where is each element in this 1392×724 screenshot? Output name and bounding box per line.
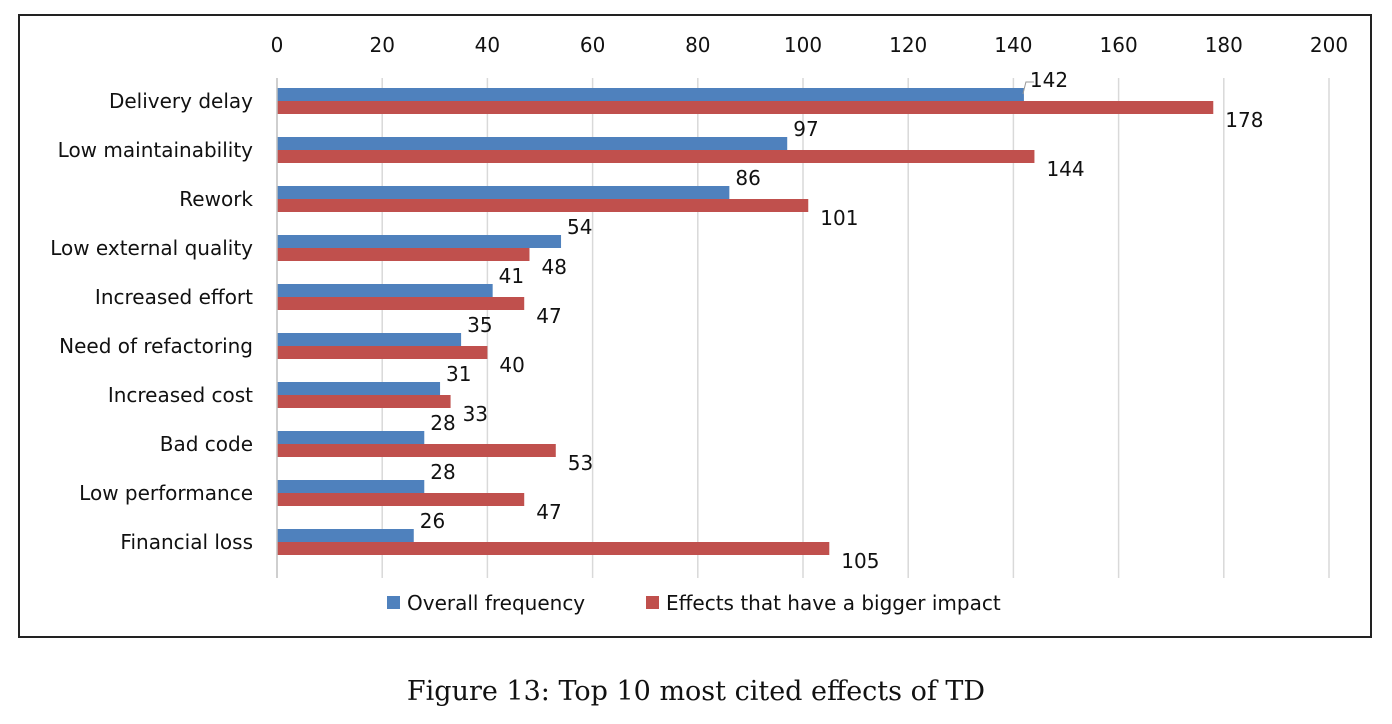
bar-overall-frequency xyxy=(277,431,425,444)
x-tick-label: 140 xyxy=(994,33,1032,57)
data-label-bigger-impact: 47 xyxy=(536,500,561,524)
x-tick-label: 0 xyxy=(271,33,284,57)
bar-overall-frequency xyxy=(277,186,730,199)
x-axis-ticks: 0 20 40 60 80 100 120 140 160 180 200 xyxy=(271,33,1348,57)
x-tick-label: 40 xyxy=(475,33,500,57)
bar-bigger-impact xyxy=(277,444,556,457)
bar-overall-frequency xyxy=(277,235,562,248)
x-tick-label: 200 xyxy=(1310,33,1348,57)
category-label: Increased cost xyxy=(108,383,253,407)
data-label-overall-frequency: 28 xyxy=(430,460,455,484)
bar-overall-frequency xyxy=(277,480,425,493)
data-label-bigger-impact: 47 xyxy=(536,304,561,328)
data-label-bigger-impact: 53 xyxy=(568,451,593,475)
data-label-overall-frequency: 41 xyxy=(499,264,524,288)
bar-bigger-impact xyxy=(277,542,830,555)
category-label: Bad code xyxy=(160,432,253,456)
data-label-bigger-impact: 33 xyxy=(463,402,488,426)
data-label-overall-frequency: 26 xyxy=(420,509,445,533)
x-tick-label: 100 xyxy=(784,33,822,57)
bars xyxy=(277,88,1214,555)
bar-overall-frequency xyxy=(277,284,493,297)
data-label-bigger-impact: 101 xyxy=(820,206,858,230)
category-label: Need of refactoring xyxy=(59,334,253,358)
legend-swatch xyxy=(646,596,659,609)
data-label-overall-frequency: 35 xyxy=(467,313,492,337)
data-label-overall-frequency: 54 xyxy=(567,215,592,239)
data-label-bigger-impact: 144 xyxy=(1046,157,1084,181)
data-label-bigger-impact: 178 xyxy=(1225,108,1263,132)
data-label-overall-frequency: 31 xyxy=(446,362,471,386)
x-tick-label: 160 xyxy=(1100,33,1138,57)
data-label-bigger-impact: 48 xyxy=(541,255,566,279)
bar-bigger-impact xyxy=(277,199,809,212)
bar-bigger-impact xyxy=(277,395,451,408)
category-label: Increased effort xyxy=(95,285,253,309)
legend-swatch xyxy=(387,596,400,609)
bar-bigger-impact xyxy=(277,248,530,261)
figure-caption: Figure 13: Top 10 most cited effects of … xyxy=(406,676,986,707)
category-label: Financial loss xyxy=(120,530,253,554)
category-label: Low maintainability xyxy=(58,138,254,162)
bar-bigger-impact xyxy=(277,101,1214,114)
x-tick-label: 80 xyxy=(685,33,710,57)
category-labels: Delivery delay Low maintainability Rework L… xyxy=(50,89,253,554)
bar-bigger-impact xyxy=(277,297,525,310)
legend-label: Overall frequency xyxy=(407,591,585,615)
bar-bigger-impact xyxy=(277,493,525,506)
data-label-overall-frequency: 28 xyxy=(430,411,455,435)
bar-overall-frequency xyxy=(277,382,441,395)
data-label-overall-frequency: 86 xyxy=(735,166,760,190)
data-label-overall-frequency: 142 xyxy=(1030,68,1068,92)
x-tick-label: 120 xyxy=(889,33,927,57)
data-label-overall-frequency: 97 xyxy=(793,117,818,141)
legend: Overall frequency Effects that have a big… xyxy=(387,591,1001,615)
category-label: Delivery delay xyxy=(109,89,253,113)
bar-chart: 0 20 40 60 80 100 120 140 160 180 200 Delivery del… xyxy=(50,33,1348,615)
data-label-bigger-impact: 40 xyxy=(499,353,524,377)
leader-line xyxy=(1022,81,1034,95)
bar-overall-frequency xyxy=(277,529,414,542)
bar-bigger-impact xyxy=(277,346,488,359)
category-label: Low performance xyxy=(79,481,253,505)
legend-label: Effects that have a bigger impact xyxy=(666,591,1001,615)
data-label-bigger-impact: 105 xyxy=(841,549,879,573)
category-label: Low external quality xyxy=(50,236,253,260)
x-tick-label: 20 xyxy=(369,33,394,57)
chart-frame: 0 20 40 60 80 100 120 140 160 180 200 Delivery del… xyxy=(18,14,1372,638)
bar-overall-frequency xyxy=(277,137,788,150)
bar-overall-frequency xyxy=(277,333,462,346)
bar-overall-frequency xyxy=(277,88,1024,101)
bar-bigger-impact xyxy=(277,150,1035,163)
category-label: Rework xyxy=(179,187,253,211)
x-tick-label: 60 xyxy=(580,33,605,57)
x-tick-label: 180 xyxy=(1205,33,1243,57)
